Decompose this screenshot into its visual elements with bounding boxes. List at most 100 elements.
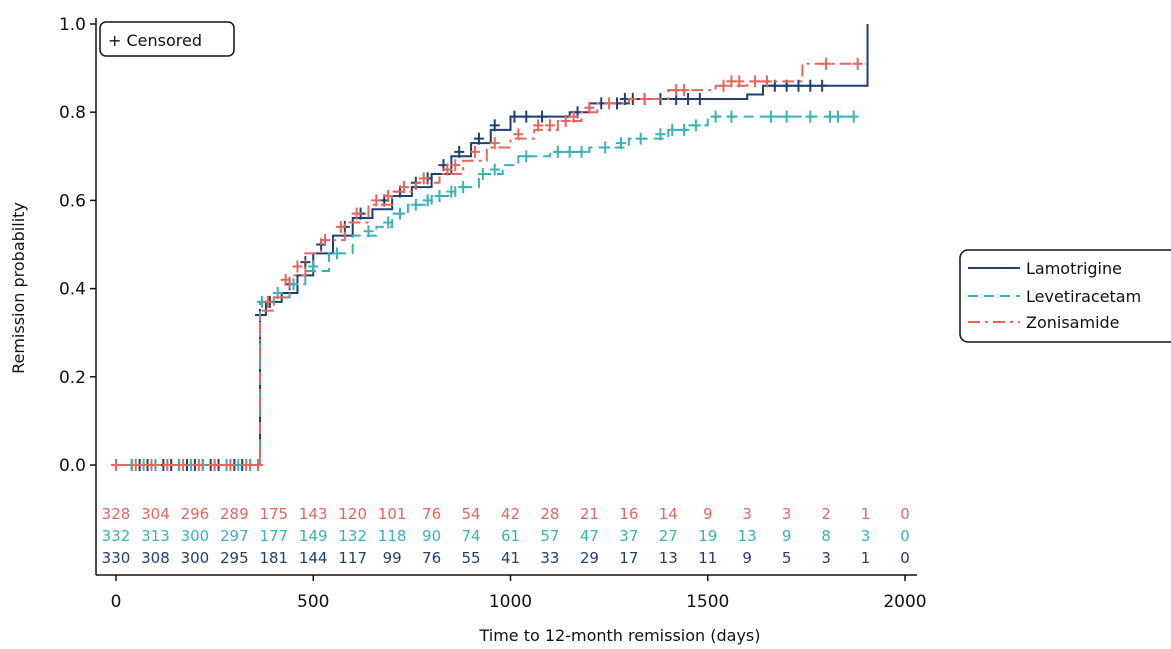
risk-count-levetiracetam-11: 57 bbox=[540, 527, 559, 545]
censor-mark-zonisamide-9 bbox=[253, 459, 264, 471]
censor-mark-levetiracetam-20 bbox=[422, 194, 433, 207]
risk-count-levetiracetam-6: 132 bbox=[338, 527, 367, 545]
censor-mark-levetiracetam-37 bbox=[710, 110, 721, 123]
risk-count-zonisamide-1: 304 bbox=[141, 505, 170, 523]
censor-mark-zonisamide-38 bbox=[761, 75, 772, 88]
risk-count-lamotrigine-8: 76 bbox=[422, 549, 441, 567]
censor-mark-levetiracetam-43 bbox=[832, 110, 843, 123]
risk-count-zonisamide-10: 42 bbox=[501, 505, 520, 523]
censor-mark-levetiracetam-34 bbox=[667, 123, 678, 136]
risk-count-lamotrigine-4: 181 bbox=[259, 549, 288, 567]
censor-mark-zonisamide-26 bbox=[544, 119, 555, 132]
censor-mark-zonisamide-39 bbox=[821, 57, 832, 70]
censor-mark-zonisamide-29 bbox=[584, 101, 595, 114]
risk-count-zonisamide-8: 76 bbox=[422, 505, 441, 523]
censor-mark-zonisamide-21 bbox=[450, 159, 461, 172]
risk-count-zonisamide-12: 21 bbox=[580, 505, 599, 523]
censor-mark-levetiracetam-27 bbox=[552, 145, 563, 158]
censor-mark-zonisamide-27 bbox=[560, 115, 571, 128]
censor-mark-zonisamide-33 bbox=[679, 84, 690, 97]
censor-mark-lamotrigine-29 bbox=[473, 132, 484, 145]
censor-mark-zonisamide-24 bbox=[513, 128, 524, 141]
censor-mark-zonisamide-5 bbox=[193, 459, 204, 471]
censor-mark-levetiracetam-29 bbox=[576, 145, 587, 158]
risk-count-levetiracetam-9: 74 bbox=[462, 527, 481, 545]
censored-legend-box: + Censored bbox=[99, 21, 235, 57]
censor-mark-levetiracetam-40 bbox=[781, 110, 792, 123]
x-tick-label-0: 0 bbox=[111, 592, 122, 612]
censor-mark-lamotrigine-30 bbox=[489, 119, 500, 132]
risk-count-zonisamide-4: 175 bbox=[259, 505, 288, 523]
censor-mark-zonisamide-14 bbox=[335, 220, 346, 233]
censor-mark-zonisamide-25 bbox=[533, 119, 544, 132]
risk-count-levetiracetam-18: 8 bbox=[821, 527, 831, 545]
risk-count-levetiracetam-0: 332 bbox=[102, 527, 131, 545]
risk-count-zonisamide-17: 3 bbox=[782, 505, 792, 523]
censor-mark-zonisamide-18 bbox=[398, 181, 409, 194]
censor-mark-zonisamide-3 bbox=[162, 459, 173, 471]
censor-mark-levetiracetam-30 bbox=[600, 141, 611, 154]
risk-count-lamotrigine-9: 55 bbox=[462, 549, 481, 567]
risk-count-lamotrigine-16: 9 bbox=[742, 549, 752, 567]
risk-count-lamotrigine-6: 117 bbox=[338, 549, 367, 567]
censor-mark-zonisamide-20 bbox=[442, 163, 453, 176]
censored-legend-text: + Censored bbox=[108, 31, 202, 50]
censor-mark-levetiracetam-19 bbox=[410, 198, 421, 211]
risk-count-zonisamide-6: 120 bbox=[338, 505, 367, 523]
censor-mark-zonisamide-28 bbox=[568, 110, 579, 123]
risk-count-zonisamide-15: 9 bbox=[703, 505, 713, 523]
risk-count-zonisamide-0: 328 bbox=[102, 505, 131, 523]
y-tick-label-0: 0.0 bbox=[59, 456, 86, 476]
risk-count-lamotrigine-5: 144 bbox=[299, 549, 328, 567]
risk-count-lamotrigine-0: 330 bbox=[102, 549, 131, 567]
risk-count-zonisamide-2: 296 bbox=[181, 505, 210, 523]
censor-mark-levetiracetam-21 bbox=[434, 189, 445, 202]
risk-count-levetiracetam-3: 297 bbox=[220, 527, 249, 545]
y-axis-label: Remission probability bbox=[9, 202, 28, 374]
censor-mark-levetiracetam-24 bbox=[477, 167, 488, 180]
censor-mark-levetiracetam-33 bbox=[655, 128, 666, 141]
series-legend: Lamotrigine Levetiracetam Zonisamide bbox=[959, 249, 1171, 343]
censor-mark-lamotrigine-33 bbox=[537, 110, 548, 123]
y-tick-label-1: 0.2 bbox=[59, 368, 86, 388]
risk-count-lamotrigine-18: 3 bbox=[821, 549, 831, 567]
risk-count-levetiracetam-17: 9 bbox=[782, 527, 792, 545]
censor-mark-zonisamide-19 bbox=[418, 172, 429, 185]
censor-mark-lamotrigine-42 bbox=[683, 92, 694, 105]
risk-count-levetiracetam-12: 47 bbox=[580, 527, 599, 545]
censor-mark-levetiracetam-28 bbox=[564, 145, 575, 158]
risk-table: 328 304 296 289 175 143 120 101 76 54 42 28 21 16 14 9 3… bbox=[102, 505, 910, 567]
censor-mark-lamotrigine-32 bbox=[521, 110, 532, 123]
censor-mark-levetiracetam-15 bbox=[331, 247, 342, 260]
risk-count-lamotrigine-1: 308 bbox=[141, 549, 170, 567]
censor-mark-zonisamide-0 bbox=[111, 459, 121, 471]
y-tick-label-3: 0.6 bbox=[59, 191, 86, 211]
risk-count-lamotrigine-19: 1 bbox=[861, 549, 871, 567]
risk-count-zonisamide-11: 28 bbox=[540, 505, 559, 523]
censor-mark-zonisamide-23 bbox=[489, 137, 500, 150]
censor-mark-lamotrigine-46 bbox=[793, 79, 804, 92]
x-axis-label: Time to 12-month remission (days) bbox=[478, 626, 760, 645]
censor-mark-lamotrigine-48 bbox=[817, 79, 828, 92]
censor-mark-zonisamide-1 bbox=[130, 459, 141, 471]
x-tick-label-2: 1000 bbox=[489, 592, 532, 612]
risk-count-lamotrigine-3: 295 bbox=[220, 549, 249, 567]
censor-mark-levetiracetam-25 bbox=[489, 163, 500, 176]
censor-mark-zonisamide-7 bbox=[225, 459, 236, 471]
risk-count-zonisamide-19: 1 bbox=[861, 505, 871, 523]
censor-mark-levetiracetam-41 bbox=[805, 110, 816, 123]
y-tick-label-2: 0.4 bbox=[59, 280, 86, 300]
censor-mark-zonisamide-10 bbox=[262, 295, 273, 308]
risk-count-lamotrigine-10: 41 bbox=[501, 549, 520, 567]
censor-mark-levetiracetam-26 bbox=[521, 150, 532, 163]
censor-mark-zonisamide-16 bbox=[371, 194, 382, 207]
censor-mark-zonisamide-13 bbox=[320, 234, 331, 247]
risk-count-lamotrigine-12: 29 bbox=[580, 549, 599, 567]
censor-mark-levetiracetam-16 bbox=[363, 225, 374, 238]
censor-mark-lamotrigine-31 bbox=[509, 110, 520, 123]
km-curve-lamotrigine bbox=[116, 24, 869, 466]
risk-count-zonisamide-3: 289 bbox=[220, 505, 249, 523]
censor-mark-levetiracetam-35 bbox=[679, 123, 690, 136]
censor-mark-zonisamide-4 bbox=[178, 459, 189, 471]
censor-mark-levetiracetam-17 bbox=[383, 216, 394, 229]
